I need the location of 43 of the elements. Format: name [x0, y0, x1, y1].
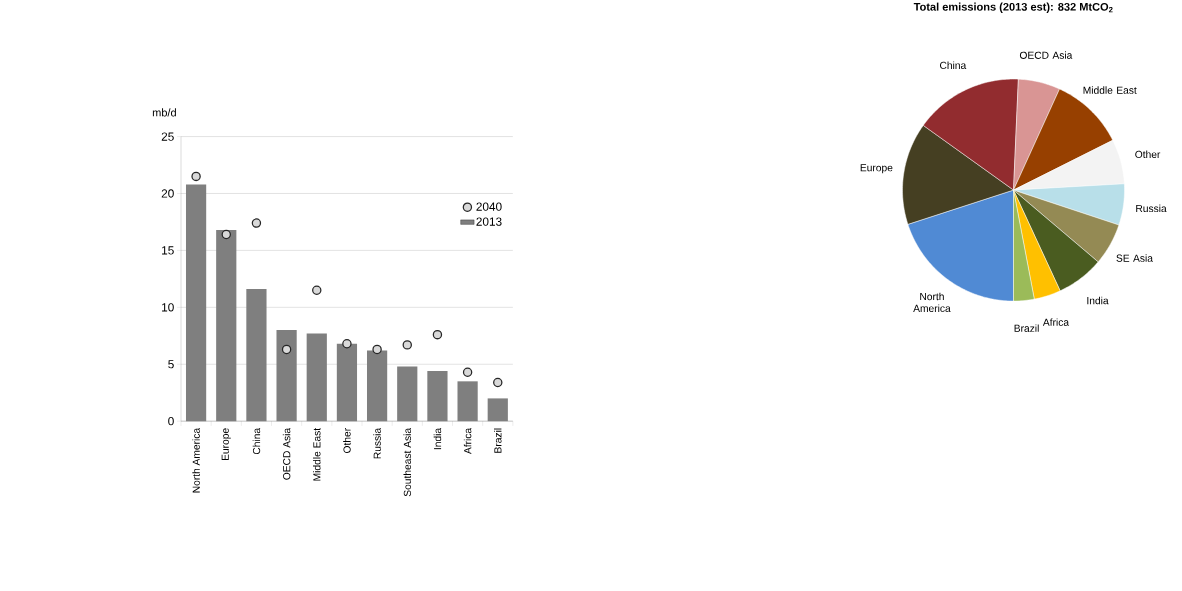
point [432, 330, 443, 340]
x-tick-label: India [433, 427, 442, 450]
y-tick-label: 20 [161, 189, 174, 198]
slice-label: India [1087, 296, 1109, 305]
y-axis-title: mb/d [152, 108, 176, 117]
slice-label: Europe [860, 164, 893, 174]
slice-label: SE Asia [1116, 254, 1153, 262]
point [493, 377, 503, 388]
y-tick-label: 25 [161, 132, 174, 141]
point [372, 344, 382, 355]
y-tick-label: 15 [162, 246, 174, 255]
x-tick-label: Southeast Asia [403, 428, 412, 497]
slice-label: Other [1135, 150, 1161, 159]
legend-label: 2040 [476, 202, 502, 211]
y-tick-label: 0 [168, 417, 174, 426]
point [251, 218, 262, 228]
x-tick-label: Europe [221, 428, 231, 461]
point [402, 340, 412, 350]
x-tick-label: North America [192, 428, 200, 493]
y-tick-label: 10 [162, 303, 174, 312]
point [221, 229, 231, 240]
slice-label: Africa [1042, 318, 1070, 327]
slice-label: Russia [1136, 204, 1167, 213]
x-tick-label: Other [343, 428, 351, 454]
legend-label: 2013 [476, 217, 502, 226]
x-tick-label: China [252, 427, 261, 455]
x-tick-label: Russia [373, 427, 381, 459]
slice-label: OECD Asia [1019, 51, 1073, 59]
point [191, 171, 201, 182]
point [342, 339, 352, 349]
slice-label: China [939, 61, 967, 70]
slice-label: Brazil [1014, 324, 1039, 333]
point [462, 367, 473, 378]
x-tick-label: Middle East [313, 428, 321, 481]
slice-label: Middle East [1083, 86, 1137, 94]
y-tick-label: 5 [168, 360, 174, 369]
point [281, 344, 292, 355]
slice-label: North America [913, 292, 951, 313]
x-tick-label: Brazil [494, 428, 502, 453]
chart-title: Total emissions (2013 est): 832 MtCO$_{2}$ [913, 2, 1113, 13]
x-tick-label: Africa [463, 427, 472, 455]
point [312, 285, 322, 296]
x-tick-label: OECD Asia [282, 428, 291, 480]
